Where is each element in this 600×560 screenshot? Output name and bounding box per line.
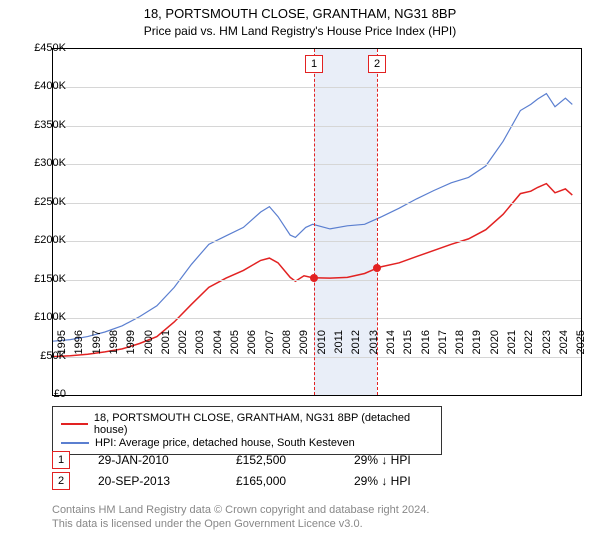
x-axis-label: 2012 xyxy=(350,330,362,370)
x-axis-label: 2020 xyxy=(489,330,501,370)
chart-title: 18, PORTSMOUTH CLOSE, GRANTHAM, NG31 8BP xyxy=(0,0,600,23)
x-axis-label: 2001 xyxy=(160,330,172,370)
y-axis-label: £200K xyxy=(20,234,66,246)
x-axis-label: 2008 xyxy=(281,330,293,370)
transaction-date: 20-SEP-2013 xyxy=(98,474,208,488)
x-axis-label: 2007 xyxy=(264,330,276,370)
y-axis-label: £350K xyxy=(20,119,66,131)
transaction-point xyxy=(373,264,381,272)
x-axis-label: 2019 xyxy=(471,330,483,370)
transaction-delta: 29% ↓ HPI xyxy=(354,453,411,467)
footnote: Contains HM Land Registry data © Crown c… xyxy=(52,504,429,532)
x-axis-label: 2006 xyxy=(246,330,258,370)
legend-swatch xyxy=(61,423,88,425)
y-axis-label: £300K xyxy=(20,157,66,169)
x-axis-label: 2025 xyxy=(575,330,587,370)
x-axis-label: 2010 xyxy=(316,330,328,370)
x-axis-label: 1995 xyxy=(56,330,68,370)
x-axis-label: 1999 xyxy=(125,330,137,370)
transaction-price: £152,500 xyxy=(236,453,326,467)
legend-swatch xyxy=(61,442,89,444)
gridline xyxy=(53,164,581,165)
transaction-row: 2 20-SEP-2013 £165,000 29% ↓ HPI xyxy=(52,472,411,490)
transaction-table: 1 29-JAN-2010 £152,500 29% ↓ HPI 2 20-SEP-201… xyxy=(52,448,411,493)
transaction-marker-box: 2 xyxy=(368,55,386,73)
gridline xyxy=(53,241,581,242)
transaction-delta: 29% ↓ HPI xyxy=(354,474,411,488)
x-axis-label: 2002 xyxy=(177,330,189,370)
transaction-point xyxy=(310,274,318,282)
y-axis-label: £450K xyxy=(20,42,66,54)
x-axis-label: 2022 xyxy=(523,330,535,370)
x-axis-label: 2004 xyxy=(212,330,224,370)
x-axis-label: 2014 xyxy=(385,330,397,370)
x-axis-label: 2015 xyxy=(402,330,414,370)
x-axis-label: 2018 xyxy=(454,330,466,370)
x-axis-label: 2003 xyxy=(194,330,206,370)
gridline xyxy=(53,203,581,204)
page-root: 18, PORTSMOUTH CLOSE, GRANTHAM, NG31 8BP… xyxy=(0,0,600,560)
x-axis-label: 2009 xyxy=(298,330,310,370)
gridline xyxy=(53,126,581,127)
legend-row: 18, PORTSMOUTH CLOSE, GRANTHAM, NG31 8BP… xyxy=(61,412,433,436)
transaction-row: 1 29-JAN-2010 £152,500 29% ↓ HPI xyxy=(52,451,411,469)
y-axis-label: £0 xyxy=(20,388,66,400)
x-axis-label: 2017 xyxy=(437,330,449,370)
series-line-hpi xyxy=(53,94,572,342)
y-axis-label: £250K xyxy=(20,196,66,208)
x-axis-label: 2005 xyxy=(229,330,241,370)
x-axis-label: 1998 xyxy=(108,330,120,370)
transaction-marker: 2 xyxy=(52,472,70,490)
x-axis-label: 2024 xyxy=(558,330,570,370)
chart-subtitle: Price paid vs. HM Land Registry's House … xyxy=(0,24,600,38)
transaction-marker: 1 xyxy=(52,451,70,469)
x-axis-label: 2023 xyxy=(541,330,553,370)
x-axis-label: 2021 xyxy=(506,330,518,370)
legend-label: 18, PORTSMOUTH CLOSE, GRANTHAM, NG31 8BP… xyxy=(94,412,433,436)
transaction-date: 29-JAN-2010 xyxy=(98,453,208,467)
x-axis-label: 2000 xyxy=(143,330,155,370)
y-axis-label: £100K xyxy=(20,311,66,323)
x-axis-label: 1997 xyxy=(91,330,103,370)
gridline xyxy=(53,318,581,319)
y-axis-label: £150K xyxy=(20,273,66,285)
transaction-price: £165,000 xyxy=(236,474,326,488)
x-axis-label: 2011 xyxy=(333,330,345,370)
y-axis-label: £400K xyxy=(20,80,66,92)
footnote-line: This data is licensed under the Open Gov… xyxy=(52,518,363,530)
gridline xyxy=(53,87,581,88)
x-axis-label: 2016 xyxy=(420,330,432,370)
transaction-marker-box: 1 xyxy=(305,55,323,73)
footnote-line: Contains HM Land Registry data © Crown c… xyxy=(52,504,429,516)
x-axis-label: 1996 xyxy=(73,330,85,370)
x-axis-label: 2013 xyxy=(368,330,380,370)
transaction-marker-line xyxy=(314,49,315,395)
